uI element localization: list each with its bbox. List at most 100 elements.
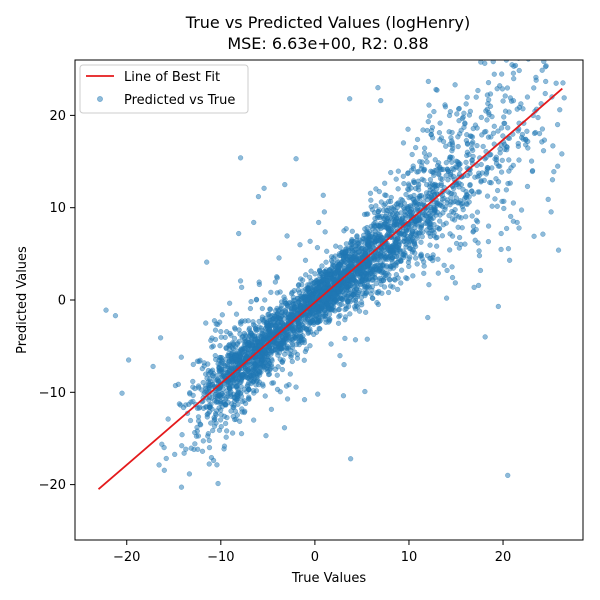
scatter-point: [212, 327, 219, 333]
scatter-point: [398, 280, 404, 286]
scatter-point: [299, 294, 305, 300]
scatter-point: [335, 320, 342, 326]
scatter-point: [472, 122, 479, 128]
scatter-point: [424, 213, 430, 219]
scatter-point: [206, 461, 212, 467]
scatter-point: [245, 382, 251, 388]
scatter-point: [265, 371, 272, 378]
scatter-point: [278, 346, 284, 352]
scatter-point: [181, 450, 187, 456]
scatter-point: [335, 264, 341, 270]
scatter-point: [456, 245, 462, 251]
scatter-point: [411, 242, 418, 248]
scatter-point: [194, 428, 200, 434]
scatter-point: [372, 253, 378, 259]
scatter-point: [405, 170, 411, 177]
scatter-point: [253, 296, 260, 303]
scatter-point: [395, 259, 401, 265]
scatter-point: [355, 304, 361, 310]
scatter-point: [234, 383, 240, 390]
scatter-point: [246, 396, 252, 402]
scatter-point: [183, 402, 189, 408]
scatter-point: [204, 259, 210, 265]
scatter-point: [200, 438, 206, 444]
scatter-point: [224, 414, 230, 421]
scatter-point: [524, 183, 531, 190]
scatter-point: [395, 186, 401, 192]
scatter-point: [388, 243, 394, 250]
scatter-point: [284, 337, 290, 343]
scatter-point: [195, 433, 202, 439]
scatter-point: [451, 166, 457, 173]
scatter-point: [199, 366, 205, 372]
scatter-point: [296, 299, 302, 305]
scatter-point: [524, 94, 531, 100]
scatter-point: [227, 300, 233, 306]
scatter-point: [405, 126, 411, 132]
scatter-point: [383, 207, 390, 214]
scatter-point: [230, 378, 236, 384]
scatter-point: [315, 391, 321, 397]
scatter-point: [232, 416, 238, 423]
best-fit-line-layer: [97, 87, 563, 490]
scatter-point: [483, 128, 489, 135]
scatter-point: [377, 266, 383, 272]
scatter-point: [475, 282, 482, 289]
scatter-point: [205, 361, 211, 367]
scatter-point: [447, 247, 453, 253]
scatter-point: [205, 379, 211, 385]
y-tick-label: 0: [58, 294, 66, 309]
scatter-point: [293, 304, 299, 311]
scatter-point: [277, 307, 283, 313]
scatter-point: [353, 286, 360, 292]
scatter-point: [478, 114, 485, 121]
scatter-point: [505, 125, 511, 131]
scatter-point: [349, 228, 355, 234]
scatter-point: [408, 167, 415, 173]
scatter-point: [222, 401, 229, 408]
legend-label-predicted-vs-true: Predicted vs True: [124, 93, 235, 108]
scatter-point: [461, 124, 467, 131]
scatter-point: [480, 143, 486, 150]
scatter-point: [437, 120, 443, 126]
scatter-point: [539, 126, 546, 132]
scatter-point: [292, 335, 298, 341]
scatter-point: [433, 235, 439, 241]
scatter-point: [485, 79, 492, 86]
scatter-point: [491, 71, 497, 77]
scatter-point: [316, 219, 322, 226]
scatter-point: [225, 352, 231, 359]
scatter-point: [361, 264, 367, 271]
scatter-point: [243, 334, 249, 340]
scatter-point: [421, 259, 427, 265]
scatter-point: [257, 342, 263, 349]
scatter-point: [365, 283, 371, 289]
scatter-point: [428, 168, 434, 174]
scatter-point: [261, 185, 267, 191]
scatter-point: [345, 282, 351, 288]
scatter-point: [456, 214, 462, 220]
scatter-point: [208, 337, 214, 344]
scatter-point: [555, 163, 561, 169]
best-fit-line: [97, 87, 563, 490]
scatter-point: [450, 210, 457, 216]
scatter-point: [288, 291, 295, 297]
scatter-point: [528, 158, 535, 164]
scatter-point: [306, 285, 312, 291]
scatter-point: [487, 103, 494, 109]
scatter-point: [297, 305, 303, 312]
scatter-point: [365, 239, 371, 245]
scatter-point: [393, 272, 400, 278]
scatter-point: [342, 335, 348, 342]
scatter-point: [274, 321, 281, 327]
scatter-point: [363, 211, 370, 217]
scatter-point: [303, 346, 310, 352]
scatter-point: [343, 226, 349, 232]
scatter-point: [533, 77, 539, 83]
scatter-point: [352, 297, 359, 304]
scatter-point: [267, 366, 274, 372]
scatter-point: [238, 389, 244, 395]
scatter-point: [279, 366, 286, 373]
scatter-point: [355, 270, 361, 276]
scatter-point: [405, 236, 411, 242]
